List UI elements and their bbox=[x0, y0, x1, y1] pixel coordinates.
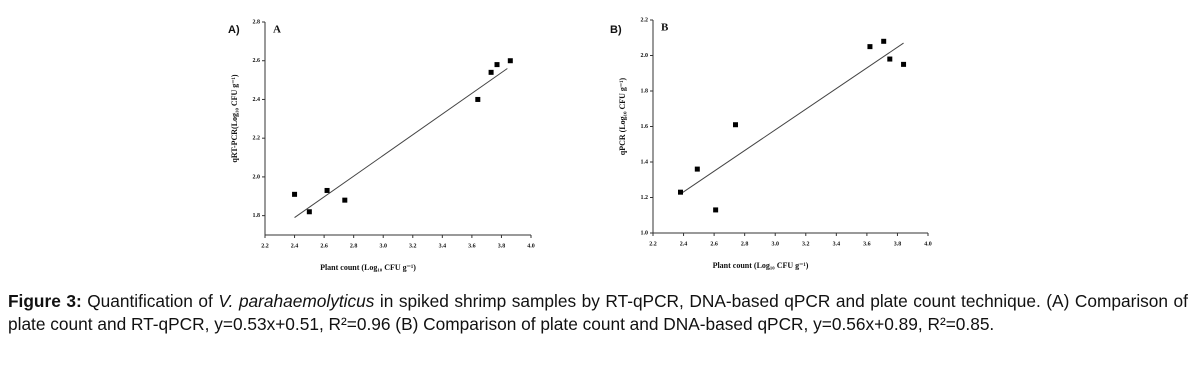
x-tick-label: 2.6 bbox=[710, 241, 718, 247]
point bbox=[324, 187, 330, 193]
x-tick-label: 2.4 bbox=[680, 241, 688, 247]
x-tick-label: 3.8 bbox=[498, 243, 506, 249]
x-tick-label: 3.2 bbox=[802, 241, 810, 247]
figure: A) A 1.8 2.0 2.2 2.4 2.6 2.8 2.2 2.4 2.6 2.8 3.0 3.2 3… bbox=[228, 17, 932, 272]
y-tick-label: 2.4 bbox=[253, 97, 261, 103]
x-tick-label: 2.6 bbox=[320, 243, 328, 249]
y-tick-label: 2.8 bbox=[253, 19, 261, 25]
point bbox=[494, 62, 500, 68]
point bbox=[887, 56, 893, 62]
x-tick-label: 3.0 bbox=[771, 241, 779, 247]
y-tick-label: 1.4 bbox=[641, 159, 649, 165]
fit-line bbox=[680, 42, 904, 195]
x-tick-label: 2.2 bbox=[649, 241, 657, 247]
x-tick-label: 4.0 bbox=[924, 241, 932, 247]
y-tick-label: 1.8 bbox=[253, 213, 261, 219]
fit-line bbox=[294, 68, 508, 218]
point bbox=[733, 122, 738, 128]
point bbox=[678, 189, 683, 195]
point bbox=[867, 44, 873, 50]
x-tick-label: 3.6 bbox=[863, 241, 871, 247]
y-axis-label: qRT-PCR(Log₁₀ CFU g⁻¹) bbox=[230, 74, 239, 163]
point bbox=[713, 207, 719, 213]
x-tick-label: 4.0 bbox=[527, 243, 535, 249]
y-tick-label: 1.6 bbox=[641, 124, 649, 130]
y-tick-label: 2.0 bbox=[253, 174, 261, 180]
y-tick-label: 1.2 bbox=[641, 195, 649, 201]
panel-letter: A bbox=[273, 24, 281, 36]
point bbox=[475, 96, 481, 102]
y-axis-label: qPCR (Log₁₀ CFU g⁻¹) bbox=[618, 77, 627, 155]
y-tick-label: 1.0 bbox=[641, 230, 649, 236]
x-tick-label: 2.4 bbox=[291, 243, 299, 249]
x-tick-label: 3.2 bbox=[409, 243, 417, 249]
x-axis-label: Plant count (Log₁₀ CFU g⁻¹) bbox=[320, 263, 416, 272]
caption-text: in spiked shrimp samples by RT-qPCR, DNA… bbox=[8, 291, 1188, 334]
x-tick-label: 3.4 bbox=[439, 243, 447, 249]
caption-label: Figure 3: bbox=[8, 291, 82, 311]
point bbox=[306, 209, 312, 215]
x-tick-label: 3.6 bbox=[468, 243, 476, 249]
y-tick-label: 1.8 bbox=[641, 88, 649, 94]
point bbox=[901, 61, 907, 67]
point bbox=[694, 166, 700, 172]
x-tick-label: 2.8 bbox=[350, 243, 358, 249]
panel-label: A) bbox=[228, 24, 240, 36]
point bbox=[507, 58, 513, 64]
x-tick-label: 3.4 bbox=[833, 241, 841, 247]
point bbox=[881, 38, 887, 44]
panel-label: B) bbox=[610, 24, 622, 36]
point bbox=[488, 69, 494, 75]
x-axis-label: Plant count (Log₁₀ CFU g⁻¹) bbox=[713, 261, 809, 270]
caption-text: Quantification of bbox=[81, 291, 219, 311]
x-tick-label: 3.0 bbox=[379, 243, 387, 249]
y-tick-label: 2.0 bbox=[641, 53, 649, 59]
x-tick-label: 3.8 bbox=[894, 241, 902, 247]
x-tick-label: 2.8 bbox=[741, 241, 749, 247]
y-tick-label: 2.2 bbox=[253, 136, 261, 142]
caption-species: V. parahaemolyticus bbox=[218, 291, 375, 311]
point bbox=[292, 191, 298, 197]
point bbox=[342, 197, 348, 203]
caption: Figure 3: Quantification of V. parahaemo… bbox=[8, 290, 1188, 336]
panel-letter: B bbox=[661, 22, 669, 34]
y-tick-label: 2.2 bbox=[641, 17, 649, 23]
y-tick-label: 2.6 bbox=[253, 58, 261, 64]
x-tick-label: 2.2 bbox=[261, 243, 269, 249]
